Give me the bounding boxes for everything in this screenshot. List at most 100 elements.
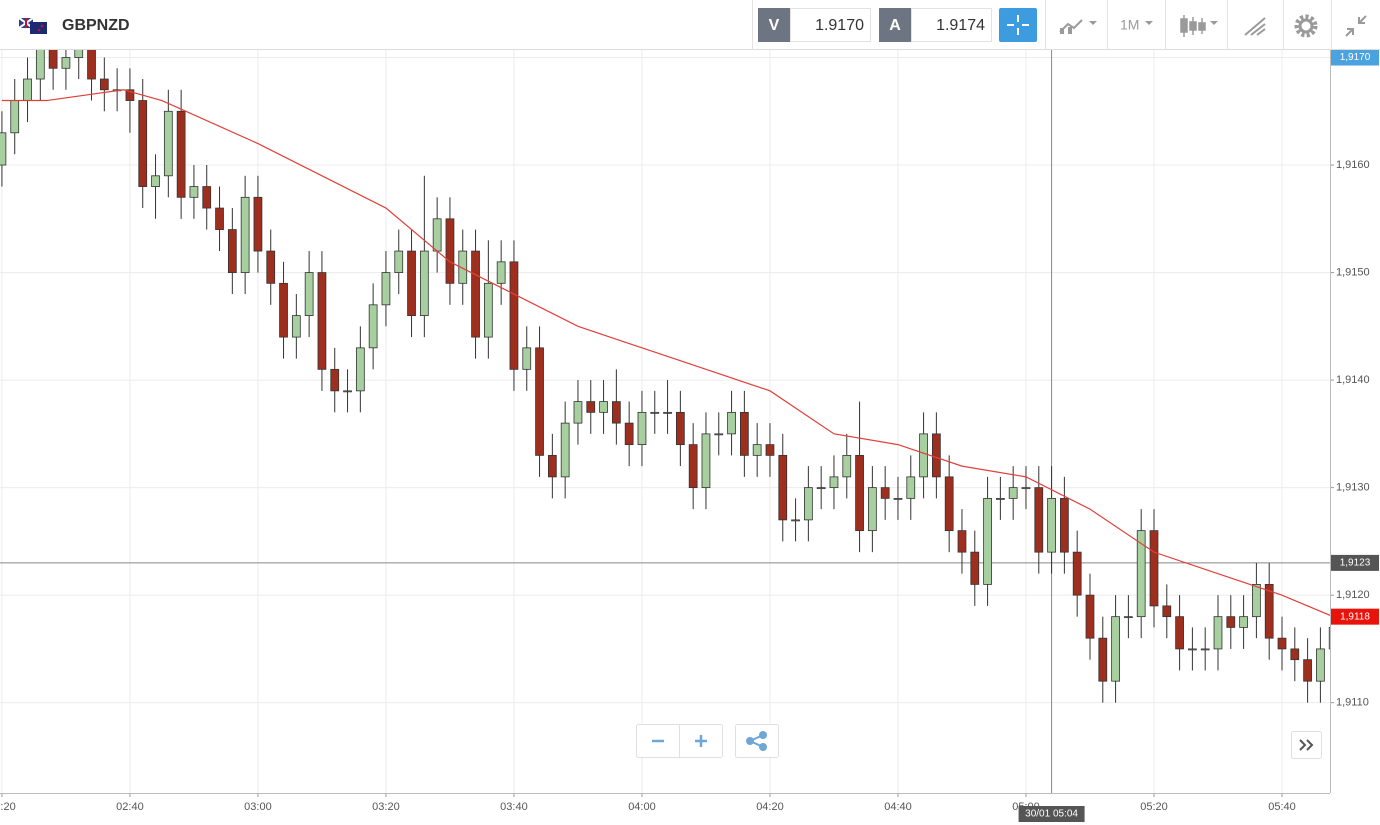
candle-body <box>330 368 340 392</box>
candle-body <box>1200 648 1210 651</box>
toolbar <box>0 0 1380 50</box>
candle-body <box>983 497 992 585</box>
candle-body <box>125 89 135 101</box>
top-price-label: 1,9170 <box>1340 52 1371 63</box>
candle-body <box>1188 648 1197 651</box>
candle-body <box>240 196 250 273</box>
candle-body <box>1162 605 1172 618</box>
candle-body <box>752 444 762 456</box>
moving-average <box>1 89 1330 616</box>
x-tick-label: 04:20 <box>756 801 784 813</box>
candle-body <box>176 110 186 198</box>
candle-body <box>1047 497 1056 553</box>
buy-price: 1.9174 <box>936 17 985 34</box>
candle-body <box>727 411 736 435</box>
candle-body <box>227 229 237 273</box>
x-tick-label: 04:00 <box>628 801 656 813</box>
scroll-end-button[interactable] <box>1291 731 1322 759</box>
y-tick-label: 1,9150 <box>1336 266 1370 278</box>
candle-body <box>1085 594 1095 639</box>
crosshair-time-box <box>1018 806 1085 822</box>
candle-body <box>816 487 826 490</box>
candle-body <box>893 497 903 500</box>
share-button[interactable] <box>735 724 779 758</box>
x-tick-label: 03:20 <box>372 801 400 813</box>
settings-button[interactable] <box>1294 14 1318 38</box>
candle-body <box>1264 584 1274 639</box>
candle-body <box>266 250 276 284</box>
x-tick-label: 05:40 <box>1268 801 1296 813</box>
y-tick-label: 1,9110 <box>1336 697 1369 709</box>
candle-body <box>1213 616 1223 650</box>
candle-body <box>1303 659 1312 682</box>
candle-body <box>957 530 967 553</box>
candle-body <box>10 100 20 134</box>
candle-type-button[interactable] <box>1180 15 1218 37</box>
symbol: GBPNZD <box>62 17 130 34</box>
zoom-controls <box>636 724 1322 759</box>
candle-body <box>996 497 1005 500</box>
candle-body <box>202 186 212 209</box>
candle-body <box>215 207 224 230</box>
candle-body <box>1239 616 1248 628</box>
candle-body <box>317 272 327 370</box>
candle-body <box>586 401 596 413</box>
buy-label: A <box>889 17 901 34</box>
buy-button[interactable] <box>879 8 911 42</box>
candle-body <box>880 487 890 499</box>
chart-type-button[interactable] <box>1059 19 1097 34</box>
crosshair-icon <box>1007 15 1029 35</box>
dropdown-arrow <box>1145 21 1153 25</box>
candle-body <box>829 476 839 489</box>
timeframe[interactable]: 1M <box>1120 17 1139 33</box>
candle-body <box>868 487 877 532</box>
candle-body <box>471 250 480 338</box>
candle-body <box>1072 551 1082 596</box>
candle-body <box>279 282 288 338</box>
candle-body <box>0 132 7 166</box>
draw-button[interactable] <box>1244 17 1266 36</box>
candle-body <box>61 57 71 69</box>
candle-body <box>535 347 544 456</box>
x-tick-label: 02:20 <box>0 801 16 813</box>
crosshair-price-box <box>1331 554 1379 571</box>
candle-body <box>368 304 378 349</box>
candle-body <box>407 250 416 316</box>
crosshair-time-label: 30/01 05:04 <box>1025 809 1078 820</box>
sell-button[interactable] <box>758 8 790 42</box>
candle-body <box>547 454 557 478</box>
candle-body <box>99 78 109 91</box>
candle-body <box>1226 616 1236 628</box>
candle-body <box>432 218 442 252</box>
candle-body <box>355 347 365 392</box>
candle-body <box>304 272 314 316</box>
candle-body <box>855 454 864 532</box>
candle-body <box>701 433 711 489</box>
candle-body <box>1124 616 1133 619</box>
crosshair-button[interactable] <box>999 8 1037 42</box>
candle-body <box>714 433 724 436</box>
candle-body <box>87 50 96 80</box>
scroll-end-icon <box>1299 739 1314 751</box>
candle-body <box>458 250 468 284</box>
x-tick-label: 03:40 <box>500 801 528 813</box>
candle-body <box>1111 616 1120 682</box>
candle-body <box>1290 648 1300 661</box>
candle-body <box>791 519 800 522</box>
y-tick-label: 1,9160 <box>1336 159 1370 171</box>
candle-body <box>163 110 173 177</box>
candle-body <box>483 282 493 338</box>
candle-body <box>138 100 148 187</box>
plot-layer <box>0 50 1330 793</box>
x-tick-label: 05:20 <box>1140 801 1168 813</box>
candle-body <box>1175 616 1184 650</box>
last-price-box <box>1331 608 1379 625</box>
candle-body <box>650 411 660 414</box>
collapse-button[interactable] <box>1345 15 1367 37</box>
buy-price-box <box>911 8 992 42</box>
candle-body <box>611 401 621 424</box>
candle-body <box>1136 530 1146 618</box>
candle-body <box>48 50 58 69</box>
candle-body <box>445 218 455 284</box>
zoom-in-button[interactable] <box>695 735 707 747</box>
